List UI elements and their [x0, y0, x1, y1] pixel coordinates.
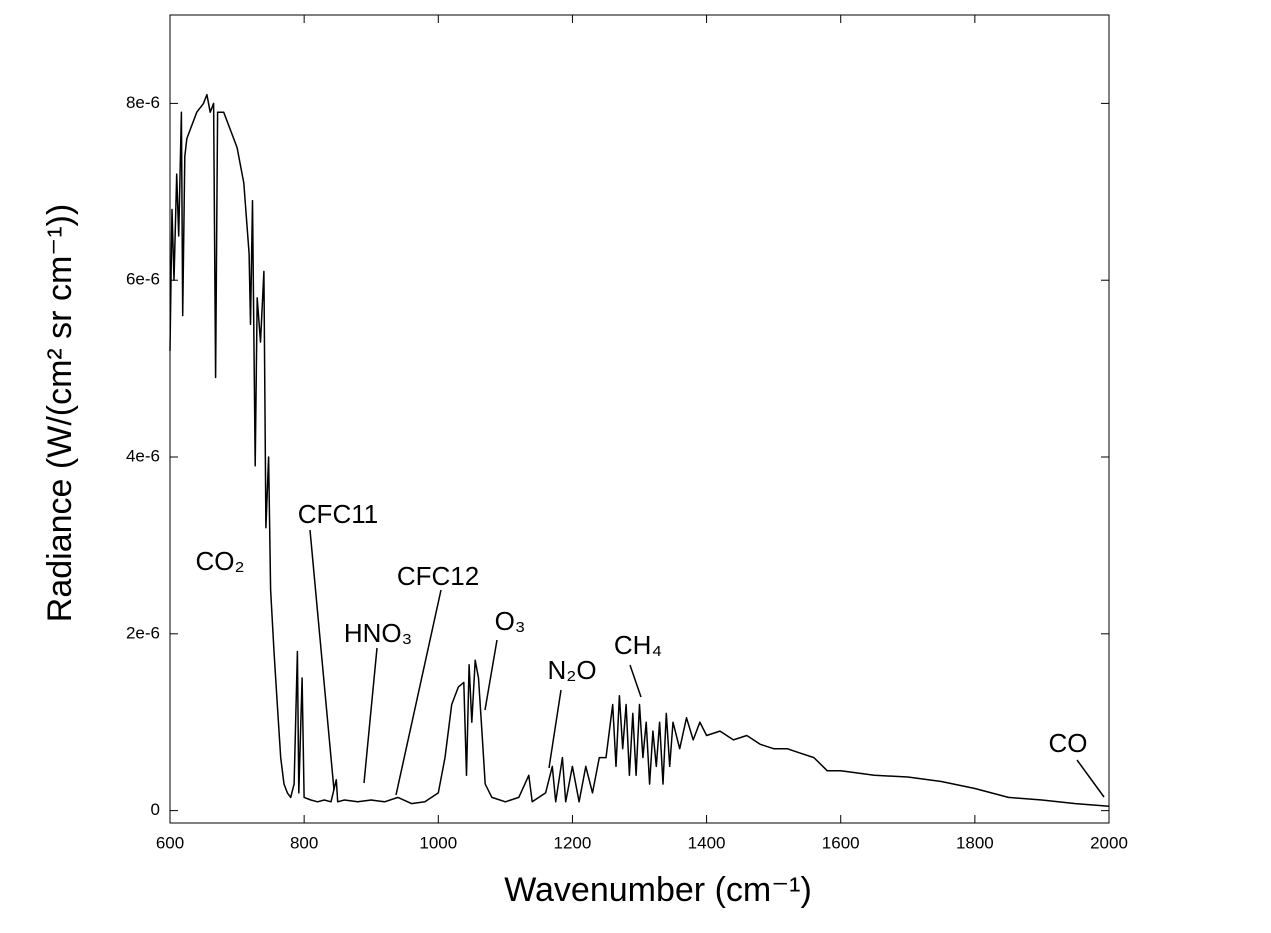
annotation: CO₂ — [195, 546, 244, 576]
y-axis-title: Radiance (W/(cm² sr cm⁻¹)) — [41, 204, 79, 622]
y-tick-label: 6e-6 — [126, 270, 160, 289]
annotation: CFC12 — [397, 561, 479, 591]
annotation: O₃ — [495, 606, 526, 636]
annotation-leader — [1076, 759, 1105, 798]
x-tick-label: 2000 — [1090, 833, 1128, 852]
x-tick-label: 1000 — [419, 833, 457, 852]
annotation-leader — [629, 664, 642, 698]
annotation: CH₄ — [614, 630, 662, 660]
annotation-leader — [395, 589, 442, 796]
y-tick-label: 4e-6 — [126, 446, 160, 465]
annotation-leader — [363, 647, 378, 784]
y-tick-label: 2e-6 — [126, 623, 160, 642]
y-tick-label: 8e-6 — [126, 93, 160, 112]
x-tick-label: 600 — [156, 833, 184, 852]
annotation-leader — [309, 529, 335, 791]
x-tick-label: 1400 — [688, 833, 726, 852]
annotation: N₂O — [547, 655, 596, 685]
x-tick-label: 1600 — [822, 833, 860, 852]
spectrum-line — [169, 93, 1110, 807]
annotation: CO — [1049, 728, 1088, 758]
x-tick-label: 1200 — [554, 833, 592, 852]
y-tick-label: 0 — [151, 800, 160, 819]
annotation-leader — [484, 639, 498, 711]
annotation: CFC11 — [298, 499, 378, 529]
x-tick-label: 800 — [290, 833, 318, 852]
x-tick-label: 1800 — [956, 833, 994, 852]
plot-frame — [169, 14, 1110, 824]
x-axis-title: Wavenumber (cm⁻¹) — [504, 871, 812, 909]
annotation-leader — [548, 689, 562, 769]
annotation: HNO₃ — [344, 618, 412, 648]
